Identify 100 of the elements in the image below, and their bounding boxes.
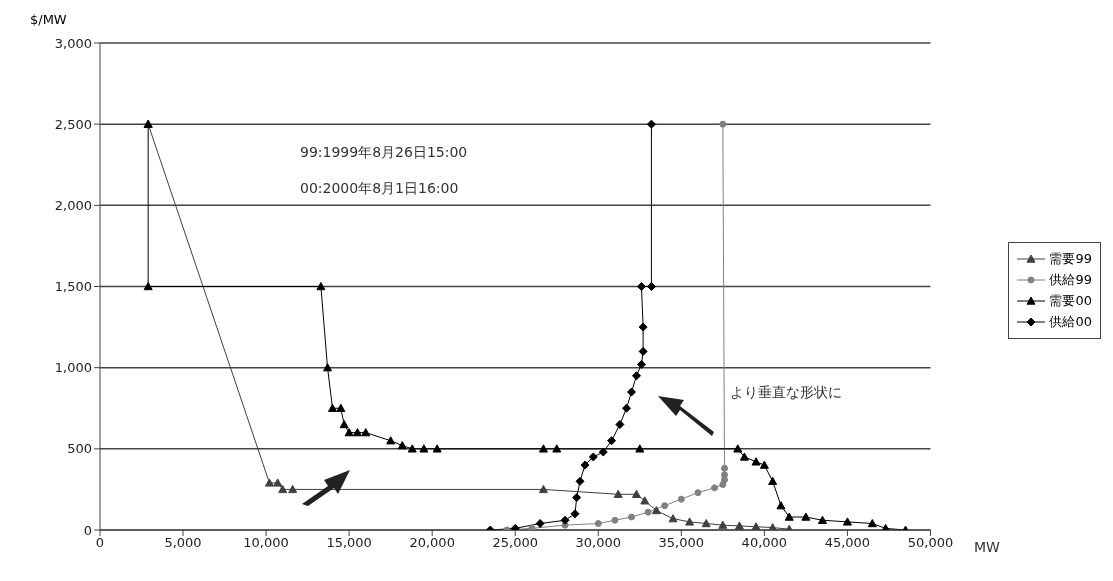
point [721, 464, 728, 472]
point [344, 428, 354, 437]
point [646, 119, 656, 129]
point [751, 522, 761, 530]
x-tick-label: 10,000 [243, 535, 289, 551]
point [560, 515, 570, 525]
x-tick-label: 20,000 [409, 535, 455, 551]
point [701, 519, 711, 528]
point [739, 452, 749, 461]
y-axis-title: $/MW [30, 12, 67, 27]
point [776, 501, 786, 510]
point [867, 519, 877, 528]
point [397, 441, 407, 450]
annotation: 99:1999年8月26日15:00 [300, 144, 468, 162]
point [721, 476, 728, 484]
point [598, 447, 608, 457]
point [607, 436, 617, 446]
x-tick-label: 50,000 [907, 535, 954, 551]
point [580, 460, 590, 470]
point [711, 484, 719, 492]
point [718, 520, 728, 529]
point [615, 419, 625, 429]
point [328, 403, 338, 412]
x-tick-label: 15,000 [326, 535, 372, 551]
legend-label: 需要00 [1049, 292, 1092, 310]
x-tick-label: 40,000 [741, 535, 788, 551]
y-tick-label: 500 [67, 441, 92, 457]
point [784, 512, 794, 521]
point [316, 282, 326, 291]
point [528, 524, 536, 530]
point [636, 282, 646, 291]
point [638, 322, 648, 332]
x-tick-label: 30,000 [575, 535, 622, 551]
point [631, 489, 641, 498]
y-tick-label: 3,000 [54, 35, 92, 51]
point [768, 523, 778, 530]
point [631, 371, 641, 381]
point [734, 521, 744, 530]
annotation: より垂直な形状に [730, 384, 842, 402]
point [352, 428, 362, 437]
point [677, 495, 685, 503]
point [721, 471, 728, 479]
x-tick-label: 0 [95, 535, 105, 551]
point [323, 363, 333, 372]
point [611, 516, 619, 524]
point [768, 476, 778, 485]
y-tick-label: 1,500 [54, 279, 92, 295]
point [535, 519, 545, 529]
point [588, 452, 598, 462]
point [419, 444, 429, 453]
point [538, 484, 548, 494]
point [661, 502, 669, 510]
point [336, 403, 346, 412]
point [264, 478, 274, 487]
point [685, 517, 695, 526]
point [644, 508, 652, 516]
point [613, 489, 623, 498]
point [646, 282, 656, 291]
point [635, 444, 645, 453]
point [594, 520, 602, 528]
y-tick-label: 1,000 [54, 360, 92, 376]
point [407, 444, 417, 453]
x-tick-label: 45,000 [824, 535, 871, 551]
point [278, 484, 288, 494]
point [575, 476, 585, 486]
point [817, 515, 827, 524]
y-tick-label: 2,500 [54, 116, 92, 132]
point [361, 428, 371, 437]
point [288, 484, 298, 494]
point [638, 346, 648, 356]
point [339, 419, 349, 429]
x-tick-label: 25,000 [492, 535, 538, 551]
point [273, 478, 283, 487]
text: MW [974, 539, 1000, 555]
legend-label: 供給00 [1049, 313, 1092, 331]
point [627, 513, 635, 521]
y-tick-label: 2,000 [54, 197, 92, 213]
point [552, 444, 562, 453]
legend-label: 需要99 [1049, 250, 1092, 268]
point [386, 436, 396, 445]
legend-label: 供給99 [1049, 271, 1092, 289]
point [626, 387, 636, 397]
point [143, 282, 153, 291]
point [538, 444, 548, 453]
y-tick-label: 0 [83, 522, 92, 538]
point [751, 457, 761, 466]
x-tick-label: 35,000 [658, 535, 705, 551]
point [510, 523, 520, 530]
point [432, 444, 442, 453]
x-tick-label: 5,000 [164, 535, 202, 551]
point [651, 506, 661, 515]
point [801, 512, 811, 521]
point [622, 403, 632, 413]
point [570, 509, 580, 519]
point [640, 496, 650, 505]
point [572, 493, 582, 503]
point [668, 514, 678, 523]
point [636, 359, 646, 369]
point [733, 444, 743, 453]
point [842, 517, 852, 526]
